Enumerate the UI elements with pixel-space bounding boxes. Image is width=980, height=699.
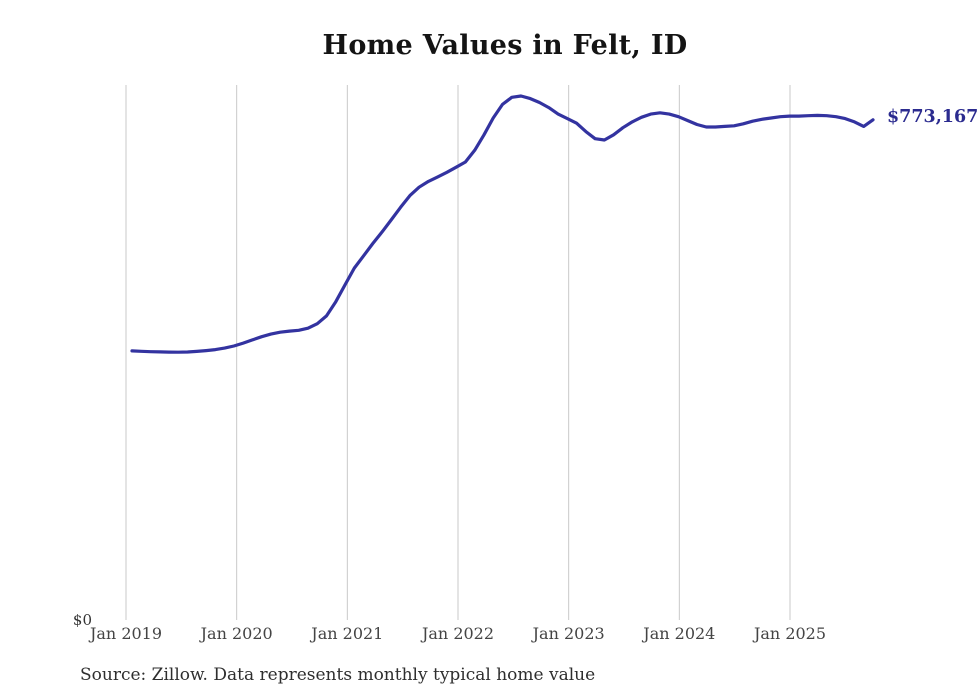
- x-axis-tick-label: Jan 2024: [643, 624, 716, 643]
- x-axis-tick-label: Jan 2022: [421, 624, 495, 643]
- current-value-label: $773,167: [887, 106, 979, 127]
- home-value-line: [130, 94, 875, 354]
- x-axis-tick-label: Jan 2025: [753, 624, 827, 643]
- x-axis-tick-label: Jan 2021: [311, 624, 384, 643]
- x-axis-tick-label: Jan 2023: [532, 624, 605, 643]
- x-axis-tick-label: Jan 2019: [89, 624, 163, 643]
- source-note: Source: Zillow. Data represents monthly …: [80, 665, 596, 685]
- y-axis-zero-label: $0: [72, 611, 92, 629]
- chart-title: Home Values in Felt, ID: [322, 30, 688, 61]
- x-axis-tick-label: Jan 2020: [200, 624, 273, 643]
